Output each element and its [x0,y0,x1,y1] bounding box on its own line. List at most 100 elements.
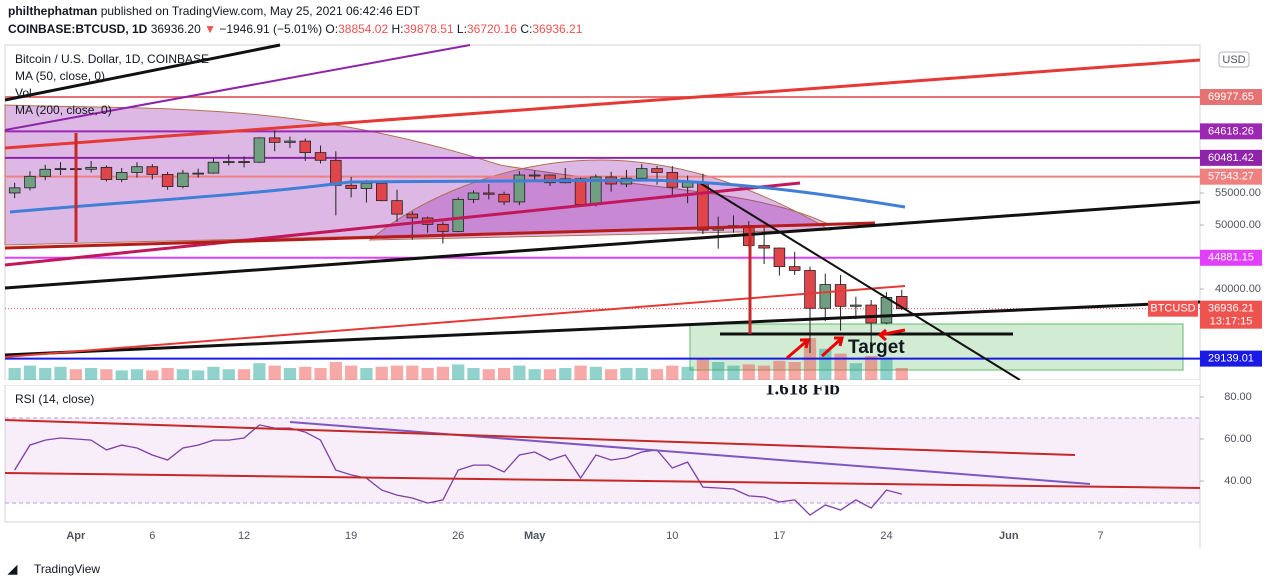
volume-bar [421,368,434,380]
currency: USD [1222,54,1245,66]
volume-bar [788,362,801,380]
x-tick-label: 10 [666,530,678,542]
candle-body [345,184,357,189]
candle-body [360,182,373,189]
trendline [4,43,281,102]
x-tick-label: 12 [238,530,250,542]
volume-bar [467,368,480,380]
rsi-trendline [289,421,1091,485]
volume-bar [222,369,235,380]
volume-bar [375,366,388,380]
volume-bar [146,370,159,380]
x-tick-label: 7 [1098,530,1104,542]
ma-50 [9,178,906,214]
candle-body [773,247,786,268]
price-tag [1200,89,1262,106]
volume-bar [253,363,266,380]
volume-bar [865,356,878,380]
volume-bar [773,360,786,380]
currency-badge[interactable] [1218,51,1250,68]
volume-bar [85,368,98,380]
volume-bar [329,362,342,380]
candle-body [850,304,862,307]
l-v: 36720.16 [467,22,517,36]
candle-body [131,166,143,173]
candle-body [406,213,419,219]
price-tag [1200,249,1262,266]
volume-bar [406,365,419,380]
footer: TradingView [34,562,100,576]
volume-bar [650,369,664,380]
rsi-band [5,418,1200,503]
volume-bar [497,368,511,380]
candle-body [207,161,220,174]
rsi-tick-label: 40.00 [1224,475,1252,487]
x-tick-label: 24 [880,530,892,542]
volume-bar [130,369,144,380]
candle-body [177,172,189,187]
candle-body [238,161,250,163]
author: philthephatman [8,4,97,18]
x-tick-label: 19 [345,530,357,542]
legend: Bitcoin / U.S. Dollar, 1D, COINBASE [15,52,209,66]
candle-body [651,168,663,173]
logo-icon: ◢ [7,562,18,576]
volume-bar [39,368,52,380]
rsi-trendline [4,472,1201,489]
candle-body [314,152,327,161]
legend: Vol [15,86,32,100]
price-tag [1200,123,1262,140]
price-tag-label: 64618.26 [1208,125,1254,137]
candle-body [146,166,159,175]
price-tag [1200,350,1262,367]
candle-body [498,193,510,203]
volume-bar [360,368,373,380]
rsi-trendline [4,419,1076,456]
candle-body [85,166,97,170]
volume-bar [390,365,404,380]
volume-bar [23,365,37,380]
volume-bar [681,366,694,380]
y-tick-label: 40000.00 [1215,283,1261,295]
x-tick-label: May [524,530,546,542]
volume-bar [727,365,740,380]
volume-bar [482,369,495,380]
volume-bar [574,365,587,380]
last-price-label: 36936.21 [1208,303,1254,315]
price-tag-label: 60481.42 [1208,152,1254,164]
volume-bar [589,366,602,380]
volume-bar [69,369,82,380]
annotation: Target [848,337,905,358]
volume-bar [543,369,557,380]
drawings [4,96,1200,504]
volume-bar [880,358,893,380]
volume-bar [834,353,847,380]
volume-bar [237,369,251,380]
volume-bar [176,369,190,380]
trendline [4,58,1201,150]
x-tick-label: 17 [773,530,785,542]
candle-body [375,182,388,202]
rsi-tick-label: 80.00 [1224,391,1252,403]
l-k: L: [457,22,467,36]
volume-bar [757,365,771,380]
volume-bar [696,358,710,380]
price-tag-label: 44881.15 [1208,252,1254,264]
volume-bar [207,366,220,380]
rsi-line [14,424,902,516]
candle-body [39,168,51,177]
candle-body [483,192,495,195]
published: published on TradingView.com, May 25, 20… [101,4,421,18]
candle-body [574,178,587,205]
candle-body [8,187,21,194]
rsi-tick-label: 60.00 [1224,433,1252,445]
candle-body [284,140,296,143]
volume-bar [161,368,174,380]
candle-body [253,137,266,163]
volume-bar [895,368,908,380]
volume-bar [436,366,450,380]
volume-bar [192,370,205,380]
price: 36936.20 [151,22,201,36]
